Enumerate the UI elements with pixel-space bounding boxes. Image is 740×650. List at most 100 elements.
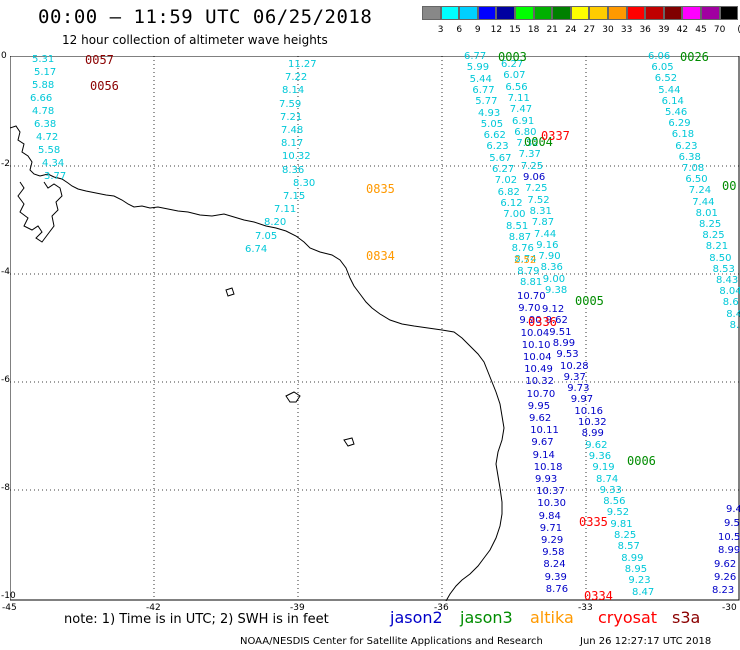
scale-tick-label: 27 <box>583 25 596 35</box>
wave-height-label: 5.88 <box>32 80 55 91</box>
wave-height-label: 8.23 <box>712 585 735 596</box>
legend-jason2: jason2 <box>390 608 443 627</box>
wave-height-label: 5.67 <box>489 152 512 164</box>
wave-height-label: 6.05 <box>651 62 674 74</box>
island <box>225 287 235 297</box>
wave-height-label: 5.44 <box>658 84 681 96</box>
wave-height-label: 9.93 <box>535 474 558 485</box>
scale-swatch <box>459 6 478 20</box>
legend-jason3: jason3 <box>460 608 513 627</box>
wave-height-label: 6.07 <box>503 70 526 82</box>
scale-swatch <box>422 6 441 20</box>
wave-height-label: 8.47 <box>632 586 655 598</box>
scale-swatch <box>663 6 683 20</box>
wave-height-label: 9.90 <box>519 315 542 327</box>
pass-time-label: 0337 <box>541 129 570 143</box>
wave-height-label: 9.62 <box>545 315 568 327</box>
island <box>285 391 301 403</box>
scale-swatch <box>552 6 571 20</box>
wave-height-label: 8.79 <box>517 265 540 277</box>
wave-height-label: 7.44 <box>534 228 557 240</box>
wave-height-label: 6.77 <box>472 84 495 96</box>
wave-height-label: 7.32 <box>516 138 539 150</box>
wave-height-label: 10.30 <box>537 498 567 510</box>
wave-height-label: 6.77 <box>464 51 487 62</box>
scale-tick-label: 9 <box>474 25 481 35</box>
wave-height-label: 8.51 <box>506 220 529 232</box>
wave-height-label: 7.02 <box>494 175 518 187</box>
longitude-label: -45 <box>2 603 17 613</box>
wave-height-label: 10.70 <box>517 291 546 302</box>
wave-height-label: 7.24 <box>688 185 712 197</box>
wave-height-label: 8.99 <box>581 428 604 440</box>
wave-height-label: 7.47 <box>509 104 533 116</box>
altimeter-map <box>10 56 740 601</box>
wave-height-label: 9.95 <box>527 400 551 412</box>
scale-tick-label: 45 <box>695 25 707 35</box>
wave-height-label: 8.25 <box>699 219 722 230</box>
wave-height-label: 6.12 <box>500 197 523 209</box>
wave-height-label: 7.87 <box>531 217 555 229</box>
scale-swatch <box>682 6 701 20</box>
wave-height-label: 9.00 <box>542 273 566 285</box>
wave-height-label: 10.49 <box>524 364 553 376</box>
pass-time-label: 0056 <box>90 79 119 93</box>
legend-s3a: s3a <box>672 608 701 627</box>
wave-height-label: 8.56 <box>603 496 626 508</box>
pass-time-label: 0006 <box>627 454 656 468</box>
scale-tick-label: 3 <box>437 25 444 35</box>
wave-height-label: 9.29 <box>541 535 564 546</box>
wave-height-label: 9.62 <box>529 413 552 424</box>
wave-height-label: 8.14 <box>282 85 305 97</box>
wave-height-label: 9.52 <box>606 507 630 519</box>
longitude-label: -39 <box>290 603 305 613</box>
wave-height-label: 9.19 <box>592 462 615 474</box>
wave-height-label: 9.62 <box>714 559 737 570</box>
latitude-label: 0 <box>1 51 7 61</box>
wave-height-label: 9.5 <box>724 518 740 529</box>
wave-height-label: 2.52 <box>514 255 537 266</box>
latitude-label: -4 <box>1 267 10 277</box>
wave-height-label: 8.57 <box>617 541 640 553</box>
coastline-bay <box>10 125 63 243</box>
wave-height-label: 10.28 <box>560 360 589 372</box>
scale-tick-label: 18 <box>527 25 540 35</box>
pass-time-label: 00 <box>722 179 737 193</box>
wave-height-label: 5.44 <box>469 73 492 85</box>
wave-height-label: 8.53 <box>712 263 735 275</box>
scale-tick-label: 21 <box>546 25 558 35</box>
wave-height-label: 7.37 <box>518 149 541 161</box>
legend-cryosat: cryosat <box>598 608 658 627</box>
wave-height-label: 9.36 <box>588 450 612 462</box>
map-subtitle: 12 hour collection of altimeter wave hei… <box>62 33 328 47</box>
scale-swatch <box>533 6 553 20</box>
wave-height-label: 7.11 <box>507 92 530 104</box>
wave-height-label: 7.25 <box>525 183 548 195</box>
wave-height-label: 7.25 <box>520 160 544 172</box>
wave-height-label: 8.01 <box>695 207 718 219</box>
wave-height-label: 4.34 <box>42 158 65 169</box>
wave-height-label: 8.31 <box>529 205 552 217</box>
wave-height-label: 8.20 <box>264 217 287 229</box>
scale-swatch <box>496 6 515 20</box>
wave-height-label: 11.27 <box>288 59 317 70</box>
wave-height-label: 7.05 <box>255 230 278 242</box>
wave-height-label: 8.5 <box>729 319 740 331</box>
latitude-label: -10 <box>1 591 16 601</box>
wave-height-label: 4.78 <box>32 106 55 117</box>
wave-height-label: 5.77 <box>475 96 498 108</box>
note-text: note: 1) Time is in UTC; 2) SWH is in fe… <box>64 612 329 627</box>
scale-swatch <box>515 6 534 20</box>
wave-height-label: 9.23 <box>628 575 651 587</box>
wave-height-label: 8.43 <box>716 275 739 286</box>
longitude-label: -36 <box>434 603 449 613</box>
wave-height-label: 3.77 <box>44 171 67 182</box>
wave-height-label: 4.93 <box>478 107 501 119</box>
footer-date: Jun 26 12:27:17 UTC 2018 <box>580 636 712 647</box>
scale-tick-label: 12 <box>490 25 503 35</box>
wave-height-label: 8.81 <box>520 277 543 288</box>
scale-tick-label: 70 <box>713 25 726 35</box>
wave-height-label: 5.58 <box>38 145 61 156</box>
wave-height-label: 8.36 <box>540 262 563 274</box>
wave-height-label: 10.04 <box>520 327 550 339</box>
